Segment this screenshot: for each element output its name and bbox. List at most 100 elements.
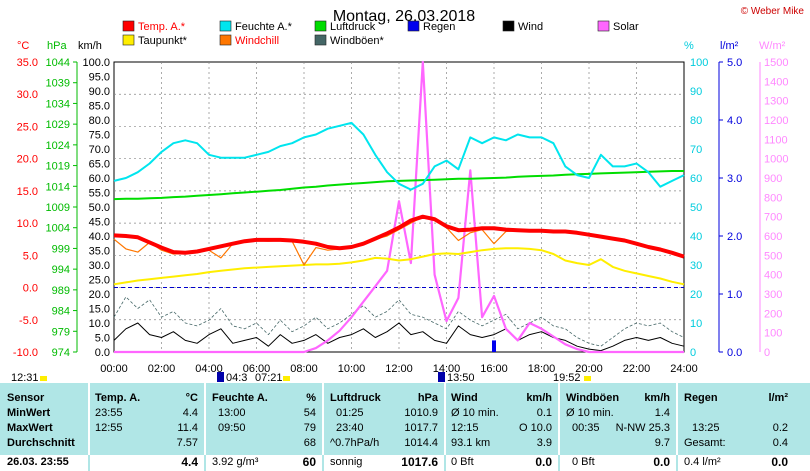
temp-current-value: 4.4	[181, 455, 198, 469]
moonrise-time: 04:3	[226, 372, 247, 383]
pressure-axis-tick: 984	[52, 306, 70, 318]
series-line-feuchte-a	[113, 121, 685, 191]
legend-label-windchill: Windchill	[235, 35, 279, 47]
gust-unit: km/h	[644, 392, 670, 404]
legend-swatch-luftdruck	[314, 20, 327, 32]
wind-title: Wind	[451, 392, 478, 404]
wind-axis-tick: 30.0	[89, 260, 110, 272]
rain-total-value: 0.4	[772, 437, 788, 449]
legend-swatch-windb-en	[314, 34, 327, 46]
moonrise-icon	[217, 372, 224, 382]
rain-current-value: 0.0	[771, 455, 788, 469]
legend-swatch-feuchte-a	[219, 20, 232, 32]
humidity-title: Feuchte A.	[212, 392, 268, 404]
sunbar-left-time: 12:31	[11, 372, 39, 383]
pressure-axis-tick: 1014	[46, 181, 70, 193]
rain-total-label: Gesamt:	[684, 437, 726, 449]
humidity-axis-tick: 10	[690, 318, 702, 330]
gust-max-value: N-NW 25.3	[615, 422, 670, 434]
rain-axis-tick: 3.0	[727, 173, 742, 185]
stats-col-humidity: Feuchte A.% 13:00 54 09:50 79 68	[206, 383, 324, 471]
humidity-max-time: 09:50	[218, 422, 246, 434]
wind-beaufort: 0 Bft	[451, 456, 474, 468]
temp-axis-tick: 20.0	[17, 154, 38, 166]
sunrise-icon	[283, 376, 290, 381]
pressure-axis-tick: 1039	[46, 78, 70, 90]
stats-col-labels: Sensor MinWert MaxWert Durchschnitt	[0, 383, 90, 471]
stats-label-min: MinWert	[7, 407, 51, 419]
temp-axis-tick: 5.0	[23, 250, 38, 262]
time-axis-tick: 10:00	[338, 363, 366, 375]
legend-label-temp-a: Temp. A.*	[138, 21, 186, 33]
wind-min-label: Ø 10 min.	[451, 407, 499, 419]
pressure-axis-tick: 1029	[46, 119, 70, 131]
sunset-time: 19:52	[553, 372, 581, 383]
humidity-axis-tick: 70	[690, 144, 702, 156]
pressure-current-value: 1017.6	[401, 455, 438, 469]
solar-axis-tick: 200	[764, 308, 782, 320]
temp-max-value: 11.4	[177, 422, 198, 434]
humidity-axis-tick: 40	[690, 231, 702, 243]
current-datetime: 26.03. 23:55	[7, 456, 69, 468]
wind-axis-tick: 5.0	[95, 333, 110, 345]
pressure-axis-tick: 1009	[46, 202, 70, 214]
sunrise-time: 07:21	[255, 372, 283, 383]
humidity-unit-label: %	[684, 40, 694, 52]
humidity-axis-tick: 30	[690, 260, 702, 272]
legend-label-feuchte-a: Feuchte A.*	[235, 21, 293, 33]
axis-unit-labels: °C hPa km/h% l/m² W/m²	[17, 40, 786, 52]
temp-unit: °C	[185, 392, 198, 404]
temp-axis-tick: 25.0	[17, 121, 38, 133]
legend-label-windb-en: Windböen*	[330, 35, 385, 47]
legend-swatch-wind	[502, 20, 515, 32]
time-axis-tick: 18:00	[528, 363, 556, 375]
legend-swatch-windchill	[219, 34, 232, 46]
rain-axis-tick: 5.0	[727, 57, 742, 69]
gust-beaufort: 0 Bft	[572, 456, 595, 468]
pressure-unit-label: hPa	[47, 40, 67, 52]
gust-title: Windböen	[566, 392, 620, 404]
wind-axis-tick: 70.0	[89, 144, 110, 156]
rain-max-value: 0.2	[772, 422, 788, 434]
rain-unit: l/m²	[768, 392, 788, 404]
weather-forecast: sonnig	[330, 456, 363, 468]
solar-axis-tick: 1200	[764, 115, 788, 127]
gust-avg-value: 9.7	[654, 437, 670, 449]
pressure-max-value: 1017.7	[404, 422, 438, 434]
wind-unit-label: km/h	[78, 40, 102, 52]
wind-axis-tick: 85.0	[89, 101, 110, 113]
legend-swatch-temp-a	[122, 20, 135, 32]
time-axis-tick: 16:00	[480, 363, 508, 375]
solar-axis-tick: 0	[764, 347, 770, 359]
solar-axis-tick: 1400	[764, 76, 788, 88]
stats-col-rain: Regen l/m² 13:25 0.2 Gesamt: 0.4	[678, 383, 794, 471]
rain-title: Regen	[684, 392, 718, 404]
temp-min-value: 4.4	[182, 407, 198, 419]
plot-grid	[114, 62, 684, 352]
temp-max-time: 12:55	[95, 422, 123, 434]
gust-current-value: 0.0	[653, 455, 670, 469]
wind-max-value: O 10.0	[518, 422, 552, 434]
wind-axis-tick: 40.0	[89, 231, 110, 243]
moonset-icon	[438, 372, 445, 382]
time-axis-tick: 06:00	[243, 363, 271, 375]
time-axis-tick: 22:00	[623, 363, 651, 375]
wind-axis-tick: 20.0	[89, 289, 110, 301]
humidity-axis-tick: 100	[690, 57, 708, 69]
temp-title: Temp. A.	[95, 392, 141, 404]
pressure-min-time: 01:25	[336, 407, 364, 419]
chart-title: Montag, 26.03.2018	[333, 8, 475, 25]
gust-min-value: 1.4	[654, 407, 670, 419]
wind-axis-tick: 15.0	[89, 304, 110, 316]
humidity-max-value: 79	[303, 422, 316, 434]
time-axis-tick: 24:00	[670, 363, 698, 375]
legend-swatch-regen	[407, 20, 420, 32]
wind-axis-tick: 10.0	[89, 318, 110, 330]
plot-series	[113, 60, 685, 354]
solar-axis-tick: 600	[764, 231, 782, 243]
rain-unit-label: l/m²	[720, 40, 739, 52]
sunset-icon	[584, 376, 591, 381]
wind-axis-tick: 0.0	[95, 347, 110, 359]
time-axis-tick: 20:00	[575, 363, 603, 375]
solar-axis-tick: 1300	[764, 96, 788, 108]
